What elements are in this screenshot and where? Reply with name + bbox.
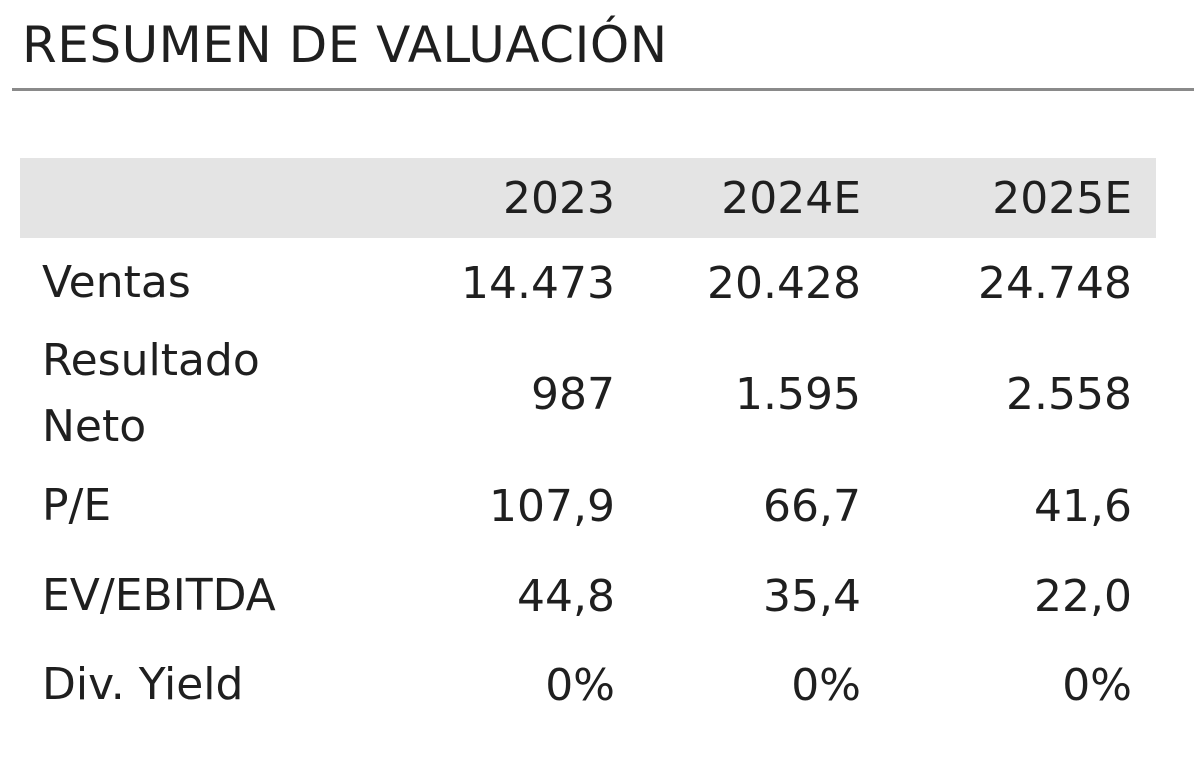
row-label-line: Resultado bbox=[42, 335, 260, 386]
cell-value: 107,9 bbox=[489, 480, 615, 532]
cell-value: 20.428 bbox=[707, 257, 861, 309]
cell-value: 66,7 bbox=[763, 480, 861, 532]
page-title: RESUMEN DE VALUACIÓN bbox=[22, 16, 668, 74]
header-year-2025e: 2025E bbox=[992, 172, 1132, 224]
cell-value: 22,0 bbox=[1034, 570, 1132, 622]
row-label: Div. Yield bbox=[42, 659, 244, 710]
cell-value: 14.473 bbox=[461, 257, 615, 309]
cell-value: 41,6 bbox=[1034, 480, 1132, 532]
table-row-resultado-neto: Resultado Neto 987 1.595 2.558 bbox=[20, 328, 1156, 460]
header-year-2023: 2023 bbox=[503, 172, 615, 224]
row-label: P/E bbox=[42, 480, 112, 531]
table-row-ev-ebitda: EV/EBITDA 44,8 35,4 22,0 bbox=[20, 552, 1156, 640]
row-label: Resultado Neto bbox=[20, 328, 360, 460]
table-row-pe: P/E 107,9 66,7 41,6 bbox=[20, 460, 1156, 552]
row-label-line: Neto bbox=[42, 401, 147, 452]
table-row-div-yield: Div. Yield 0% 0% 0% bbox=[20, 640, 1156, 730]
cell-value: 0% bbox=[1062, 659, 1132, 711]
row-label: Ventas bbox=[42, 257, 191, 308]
row-label: EV/EBITDA bbox=[42, 570, 276, 621]
cell-value: 35,4 bbox=[763, 570, 861, 622]
cell-value: 44,8 bbox=[517, 570, 615, 622]
table-row-ventas: Ventas 14.473 20.428 24.748 bbox=[20, 238, 1156, 328]
table-header-row: 2023 2024E 2025E bbox=[20, 158, 1156, 238]
header-year-2024e: 2024E bbox=[721, 172, 861, 224]
valuation-table: 2023 2024E 2025E Ventas 14.473 20.428 24… bbox=[20, 158, 1156, 730]
cell-value: 24.748 bbox=[978, 257, 1132, 309]
cell-value: 1.595 bbox=[735, 368, 861, 420]
title-divider bbox=[12, 88, 1194, 91]
cell-value: 2.558 bbox=[1006, 368, 1132, 420]
cell-value: 0% bbox=[545, 659, 615, 711]
cell-value: 0% bbox=[791, 659, 861, 711]
cell-value: 987 bbox=[531, 368, 615, 420]
